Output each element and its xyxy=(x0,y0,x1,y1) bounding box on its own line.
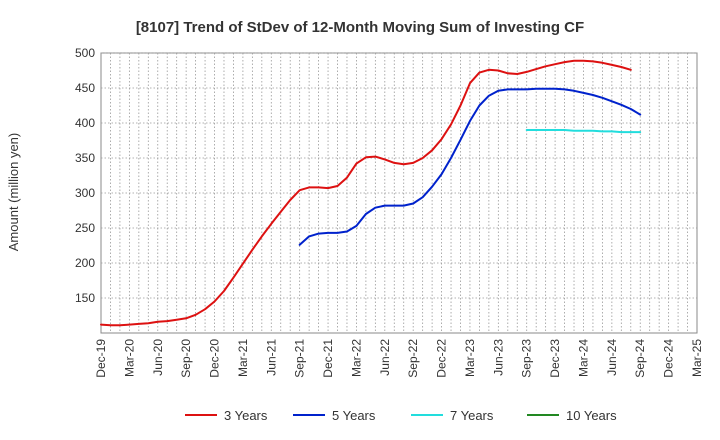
x-tick-label: Jun-24 xyxy=(605,339,619,376)
y-tick-label: 150 xyxy=(75,291,95,305)
y-tick-label: 200 xyxy=(75,256,95,270)
y-tick-label: 350 xyxy=(75,151,95,165)
y-tick-label: 500 xyxy=(75,46,95,60)
x-tick-label: Mar-25 xyxy=(690,339,704,377)
x-tick-label: Sep-24 xyxy=(633,339,647,378)
x-tick-label: Jun-21 xyxy=(264,339,278,376)
x-tick-label: Jun-20 xyxy=(151,339,165,376)
x-tick-label: Sep-22 xyxy=(406,339,420,378)
legend-label: 5 Years xyxy=(332,408,376,423)
y-axis-label: Amount (million yen) xyxy=(6,133,21,252)
y-tick-label: 250 xyxy=(75,221,95,235)
legend: 3 Years 5 Years 7 Years 10 Years xyxy=(185,408,617,423)
legend-label: 10 Years xyxy=(566,408,617,423)
x-tick-label: Dec-21 xyxy=(321,339,335,378)
x-tick-label: Dec-24 xyxy=(662,339,676,378)
series-line-3 xyxy=(525,129,642,134)
x-tick-label: Dec-20 xyxy=(208,339,222,378)
legend-label: 3 Years xyxy=(224,408,268,423)
x-tick-label: Mar-21 xyxy=(236,339,250,377)
x-tick-label: Mar-22 xyxy=(349,339,363,377)
x-tick-label: Dec-19 xyxy=(94,339,108,378)
y-tick-label: 400 xyxy=(75,116,95,130)
chart-title: [8107] Trend of StDev of 12-Month Moving… xyxy=(136,19,584,36)
x-tick-label: Dec-23 xyxy=(548,339,562,378)
plot-area: 150 200 250 300 350 400 450 500 Dec-19 Mar-20 Jun-… xyxy=(75,46,704,378)
x-tick-label: Jun-23 xyxy=(491,339,505,376)
x-tick-label: Sep-23 xyxy=(520,339,534,378)
x-tick-label: Sep-21 xyxy=(293,339,307,378)
x-tick-label: Sep-20 xyxy=(179,339,193,378)
x-tick-label: Dec-22 xyxy=(435,339,449,378)
series-line-2 xyxy=(298,87,642,246)
x-tick-label: Mar-23 xyxy=(463,339,477,377)
y-tick-label: 450 xyxy=(75,81,95,95)
legend-label: 7 Years xyxy=(450,408,494,423)
x-tick-label: Mar-20 xyxy=(122,339,136,377)
series-line-1 xyxy=(100,59,632,327)
x-tick-label: Jun-22 xyxy=(378,339,392,376)
x-tick-label: Mar-24 xyxy=(576,339,590,377)
y-tick-label: 300 xyxy=(75,186,95,200)
